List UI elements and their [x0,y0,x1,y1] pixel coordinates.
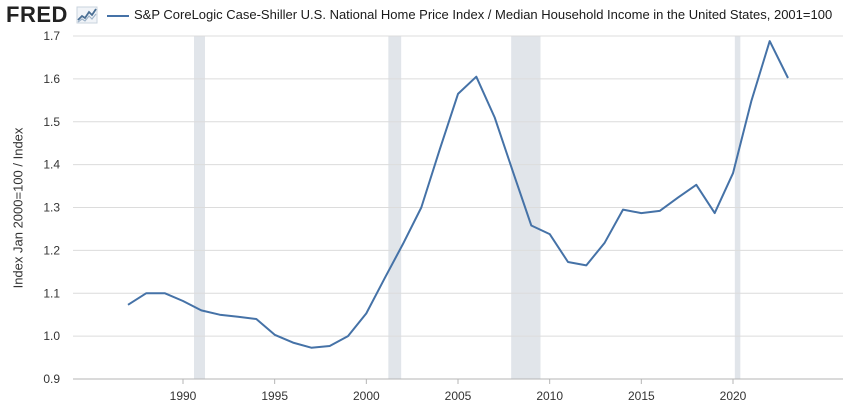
data-point[interactable] [437,147,443,153]
data-point[interactable] [657,208,663,214]
y-tick-label: 1.0 [43,329,60,343]
data-point[interactable] [290,340,296,346]
series-line[interactable] [127,40,789,349]
data-point[interactable] [198,307,204,313]
x-axis [73,378,843,384]
data-point[interactable] [363,310,369,316]
data-point[interactable] [217,312,223,318]
data-point[interactable] [730,170,736,176]
data-point[interactable] [583,262,589,268]
x-tick-labels: 1990 1995 2000 2005 2010 2015 2020 [170,389,747,403]
x-tick-label: 2000 [353,389,380,403]
data-point[interactable] [345,333,351,339]
data-point[interactable] [712,210,718,216]
data-point[interactable] [473,74,479,80]
x-tick-label: 2005 [445,389,472,403]
data-point[interactable] [143,290,149,296]
y-tick-label: 1.6 [43,72,60,86]
y-tick-label: 1.5 [43,115,60,129]
x-tick-label: 2015 [628,389,655,403]
x-tick-label: 2020 [720,389,747,403]
y-tick-label: 1.3 [43,201,60,215]
data-point[interactable] [125,302,131,308]
x-tick-label: 1995 [261,389,288,403]
data-point[interactable] [327,343,333,349]
data-point[interactable] [253,316,259,322]
fred-logo[interactable]: FRED [6,2,68,27]
data-point[interactable] [620,207,626,213]
data-point[interactable] [510,169,516,175]
data-point[interactable] [565,259,571,265]
y-tick-label: 1.4 [43,158,60,172]
data-point[interactable] [180,298,186,304]
series-layer [125,38,791,351]
x-tick-label: 1990 [170,389,197,403]
data-point[interactable] [400,241,406,247]
y-tick-label: 1.1 [43,286,60,300]
data-point[interactable] [785,75,791,81]
x-tick-label: 2010 [536,389,563,403]
data-point[interactable] [418,205,424,211]
data-point[interactable] [382,275,388,281]
y-tick-label: 0.9 [43,372,60,386]
legend-line-swatch [107,15,129,17]
chart-line-icon [76,6,98,24]
chart-header: FRED S&P CoreLogic Case-Shiller U.S. Nat… [0,0,852,32]
data-point[interactable] [638,210,644,216]
data-point[interactable] [492,114,498,120]
grid-lines [73,35,843,337]
data-point[interactable] [308,345,314,351]
data-point[interactable] [547,231,553,237]
data-point[interactable] [675,195,681,201]
legend-label[interactable]: S&P CoreLogic Case-Shiller U.S. National… [134,7,833,22]
data-point[interactable] [235,314,241,320]
data-point[interactable] [693,182,699,188]
y-tick-labels: 0.9 1.0 1.1 1.2 1.3 1.4 1.5 1.6 1.7 [43,29,60,386]
data-point[interactable] [767,38,773,44]
y-tick-label: 1.7 [43,29,60,43]
data-point[interactable] [748,98,754,104]
data-point[interactable] [455,91,461,97]
data-point[interactable] [602,240,608,246]
data-point[interactable] [528,223,534,229]
y-tick-label: 1.2 [43,243,60,257]
data-point[interactable] [162,290,168,296]
data-point[interactable] [272,332,278,338]
